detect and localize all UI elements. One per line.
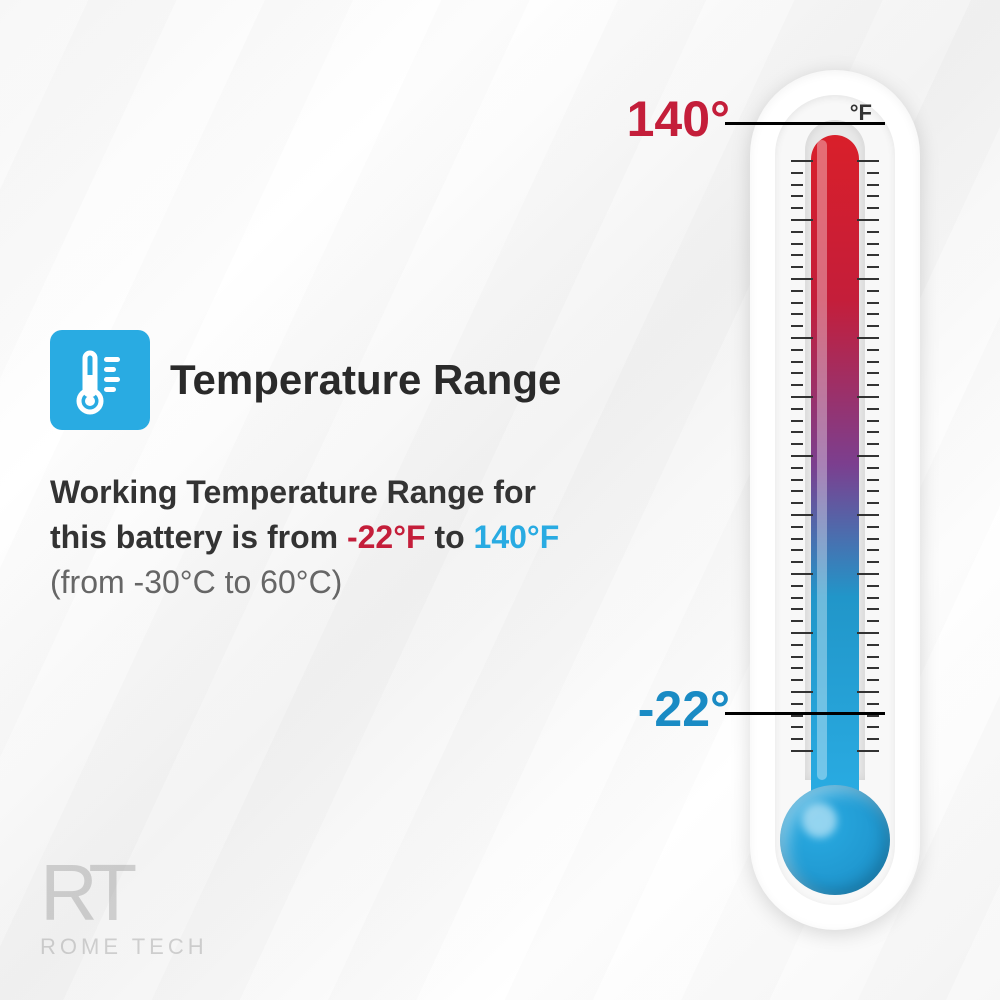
desc-subtitle: (from -30°C to 60°C) bbox=[50, 564, 342, 600]
low-label-line bbox=[725, 712, 885, 715]
high-label-line bbox=[725, 122, 885, 125]
thermometer-bulb bbox=[780, 785, 890, 895]
logo-symbol: RT bbox=[40, 857, 208, 929]
high-temp-text: 140°F bbox=[474, 519, 560, 555]
description: Working Temperature Range for this batte… bbox=[50, 470, 570, 604]
thermometer: °F bbox=[730, 70, 940, 930]
logo-text: ROME TECH bbox=[40, 934, 208, 960]
high-temp-label: 140° bbox=[627, 90, 730, 148]
title-row: Temperature Range bbox=[50, 330, 570, 430]
low-temp-text: -22°F bbox=[347, 519, 426, 555]
content-section: Temperature Range Working Temperature Ra… bbox=[50, 330, 570, 604]
thermometer-body: °F bbox=[750, 70, 920, 930]
thermometer-icon bbox=[50, 330, 150, 430]
title: Temperature Range bbox=[170, 357, 561, 403]
logo: RT ROME TECH bbox=[40, 857, 208, 960]
desc-mid: to bbox=[426, 519, 474, 555]
low-temp-label: -22° bbox=[638, 680, 730, 738]
thermometer-ticks bbox=[791, 160, 879, 750]
bulb-highlight bbox=[802, 803, 837, 838]
